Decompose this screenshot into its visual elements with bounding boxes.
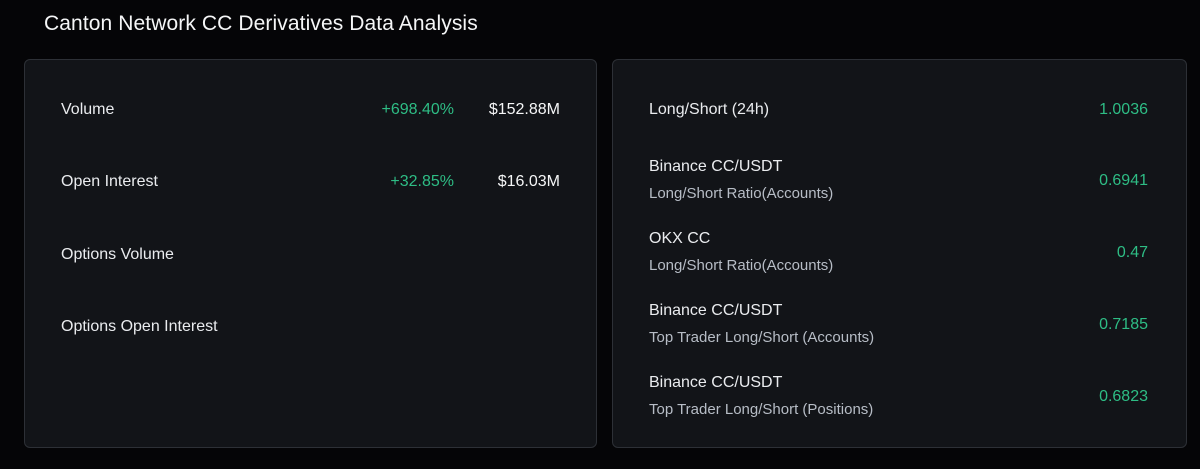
volume-label: Volume [61, 101, 115, 118]
long-short-24h-value: 1.0036 [1099, 101, 1148, 118]
binance-top-trader-positions-value: 0.6823 [1099, 387, 1148, 405]
options-open-interest-label: Options Open Interest [61, 318, 218, 335]
open-interest-label: Open Interest [61, 173, 158, 190]
open-interest-change: +32.85% [390, 173, 454, 190]
binance-top-trader-positions-row: Binance CC/USDT Top Trader Long/Short (P… [649, 372, 1148, 421]
binance-ls-accounts-pair: Binance CC/USDT [649, 158, 783, 175]
volume-change: +698.40% [381, 101, 454, 118]
long-short-24h-row: Long/Short (24h) 1.0036 [649, 99, 1148, 121]
binance-top-trader-positions-pair: Binance CC/USDT [649, 374, 783, 391]
long-short-24h-label: Long/Short (24h) [649, 101, 770, 118]
binance-ls-accounts-value: 0.6941 [1099, 171, 1148, 189]
binance-top-trader-accounts-row: Binance CC/USDT Top Trader Long/Short (A… [649, 300, 1148, 349]
okx-ls-accounts-metric: Long/Short Ratio(Accounts) [649, 257, 834, 274]
options-volume-row: Options Volume [61, 243, 560, 267]
options-volume-label: Options Volume [61, 246, 174, 263]
okx-ls-accounts-value: 0.47 [1116, 243, 1148, 261]
derivatives-volume-panel: Volume +698.40% $152.88M Open Interest +… [24, 59, 597, 448]
volume-row: Volume +698.40% $152.88M [61, 98, 560, 122]
binance-top-trader-positions-metric: Top Trader Long/Short (Positions) [649, 401, 874, 418]
okx-ls-accounts-row: OKX CC Long/Short Ratio(Accounts) 0.47 [649, 228, 1148, 277]
binance-top-trader-accounts-metric: Top Trader Long/Short (Accounts) [649, 329, 875, 346]
open-interest-row: Open Interest +32.85% $16.03M [61, 170, 560, 194]
volume-amount: $152.88M [488, 101, 560, 118]
options-open-interest-row: Options Open Interest [61, 315, 560, 339]
long-short-panel: Long/Short (24h) 1.0036 Binance CC/USDT … [612, 59, 1187, 448]
binance-top-trader-accounts-pair: Binance CC/USDT [649, 302, 783, 319]
binance-ls-accounts-metric: Long/Short Ratio(Accounts) [649, 185, 834, 202]
okx-ls-accounts-pair: OKX CC [649, 230, 711, 247]
page-title: Canton Network CC Derivatives Data Analy… [44, 12, 478, 35]
open-interest-amount: $16.03M [497, 173, 560, 190]
binance-top-trader-accounts-value: 0.7185 [1099, 315, 1148, 333]
binance-ls-accounts-row: Binance CC/USDT Long/Short Ratio(Account… [649, 156, 1148, 205]
